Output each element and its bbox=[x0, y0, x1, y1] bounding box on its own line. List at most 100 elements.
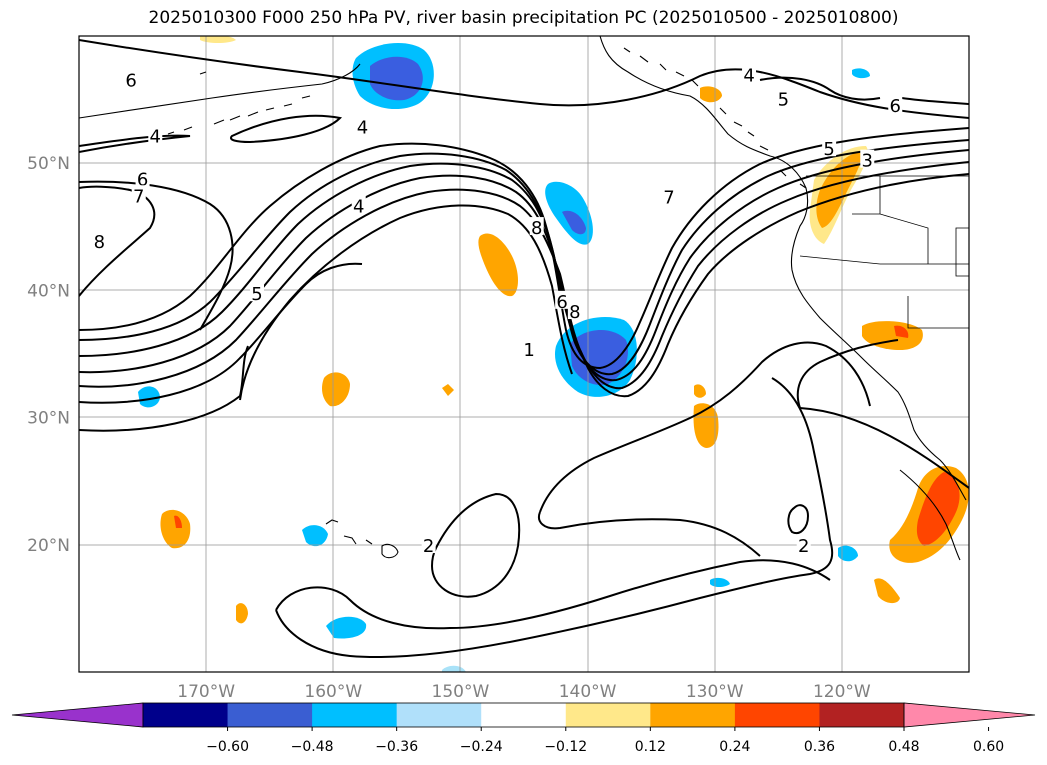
contour-label: 4 bbox=[353, 196, 364, 217]
latitude-labels: 20°N 30°N 40°N 50°N bbox=[27, 154, 70, 556]
contour-label-halo bbox=[421, 535, 436, 554]
contour-label: 3 bbox=[862, 151, 873, 172]
latitude-tick-label: 40°N bbox=[27, 281, 70, 301]
precip-positive-blob bbox=[160, 509, 191, 549]
contour-label: 4 bbox=[357, 118, 368, 139]
contour-label-halo bbox=[567, 301, 582, 320]
contour-label: 6 bbox=[137, 170, 148, 191]
contour-label: 5 bbox=[251, 284, 262, 305]
longitude-tick-label: 160°W bbox=[304, 682, 362, 702]
contour-label-halo bbox=[522, 339, 537, 358]
longitude-tick-label: 120°W bbox=[813, 682, 871, 702]
contour-label: 4 bbox=[150, 126, 161, 147]
precip-negative-blob bbox=[710, 577, 730, 587]
latitude-tick-label: 30°N bbox=[27, 409, 70, 429]
colorbar-segment bbox=[734, 703, 820, 727]
precip-positive-blob bbox=[894, 325, 909, 338]
contour-label: 5 bbox=[823, 139, 834, 160]
longitude-labels: 170°W 160°W 150°W 140°W 130°W 120°W bbox=[177, 682, 871, 702]
colorbar-tick-label: 0.60 bbox=[973, 739, 1004, 755]
precip-positive-blob bbox=[322, 372, 350, 407]
contour-label: 6 bbox=[556, 292, 567, 313]
colorbar-segment bbox=[481, 703, 567, 727]
colorbar-tick-label: −0.12 bbox=[544, 739, 587, 755]
contour-label-halo bbox=[148, 125, 163, 144]
colorbar-tick-label: −0.48 bbox=[291, 739, 334, 755]
precip-positive-blob bbox=[442, 384, 454, 396]
baja-california bbox=[899, 469, 961, 561]
contour-label: 8 bbox=[531, 218, 542, 239]
contour-label-halo bbox=[355, 116, 370, 135]
contour-label-halo bbox=[124, 69, 139, 88]
colorbar-segment bbox=[650, 703, 736, 727]
colorbar-segment bbox=[143, 703, 229, 727]
contour-label-halo bbox=[92, 231, 107, 250]
colorbar-tick-label: 0.36 bbox=[804, 739, 835, 755]
contour-label-halo bbox=[742, 64, 757, 83]
precip-positive-blob bbox=[700, 86, 722, 103]
colorbar-extension-high bbox=[903, 702, 1036, 728]
contour-label: 6 bbox=[125, 71, 136, 92]
colorbar-tick-label: −0.60 bbox=[206, 739, 249, 755]
contour-label-halo bbox=[351, 195, 366, 214]
latitude-tick-label: 20°N bbox=[27, 536, 70, 556]
alaska-coast bbox=[79, 63, 361, 119]
contour-label: 4 bbox=[743, 65, 754, 86]
colorbar-frame bbox=[142, 702, 905, 728]
longitude-tick-label: 140°W bbox=[559, 682, 617, 702]
contour-label-halo bbox=[776, 88, 791, 107]
latitude-tick-label: 50°N bbox=[27, 154, 70, 174]
coastlines bbox=[79, 36, 969, 561]
colorbar-segment bbox=[565, 703, 651, 727]
precip-positive-blob bbox=[916, 472, 960, 546]
aleutian-islands bbox=[167, 71, 311, 135]
pv-contours bbox=[79, 39, 969, 659]
colorbar-tick-label: 0.48 bbox=[888, 739, 919, 755]
precip-negative-blob bbox=[138, 386, 160, 408]
colorbar-tick-label: −0.24 bbox=[460, 739, 503, 755]
state-borders bbox=[799, 176, 969, 329]
precip-negative-blob bbox=[326, 616, 367, 639]
contour-label: 2 bbox=[798, 536, 809, 557]
precip-negative-blob bbox=[838, 545, 858, 562]
colorbar-segment bbox=[819, 703, 905, 727]
precip-positive-blob bbox=[200, 36, 236, 43]
colorbar-tick-label: 0.24 bbox=[719, 739, 750, 755]
map-frame bbox=[78, 35, 970, 673]
hawaiian-islands bbox=[325, 519, 399, 559]
north-america-coast bbox=[599, 36, 967, 501]
longitude-tick-label: 130°W bbox=[686, 682, 744, 702]
contour-label-halo bbox=[250, 283, 264, 302]
contour-label: 8 bbox=[94, 232, 105, 253]
precip-positive-blob bbox=[693, 403, 719, 448]
contour-label-halo bbox=[822, 138, 837, 157]
colorbar-segment bbox=[396, 703, 482, 727]
precip-positive-blob bbox=[236, 603, 248, 624]
contour-label: 6 bbox=[890, 96, 901, 117]
contour-label-halo bbox=[135, 168, 150, 187]
precip-negative-blob bbox=[570, 329, 628, 386]
precip-negative-blob bbox=[442, 665, 466, 672]
longitude-tick-label: 170°W bbox=[177, 682, 235, 702]
contour-label-halo bbox=[555, 290, 570, 309]
colorbar-segment bbox=[227, 703, 313, 727]
precip-positive-blob bbox=[694, 384, 706, 398]
precip-negative-blob bbox=[370, 56, 423, 101]
precip-positive-blob bbox=[174, 515, 182, 528]
contour-label: 1 bbox=[523, 340, 534, 361]
contour-label-halo bbox=[888, 94, 903, 113]
colorbar-extension-low bbox=[11, 702, 144, 728]
contour-label: 2 bbox=[423, 536, 434, 557]
contour-label-halo bbox=[860, 149, 875, 168]
precip-positive-blob bbox=[816, 152, 862, 228]
contour-label-halo bbox=[796, 535, 811, 554]
precip-positive-blob bbox=[874, 578, 900, 604]
colorbar-tick-label: −0.36 bbox=[375, 739, 418, 755]
contour-label-halo bbox=[661, 186, 676, 205]
contour-label: 7 bbox=[133, 186, 144, 207]
colorbar-tick-label: 0.12 bbox=[635, 739, 666, 755]
contour-label-halo bbox=[131, 185, 146, 204]
precip-positive-blob bbox=[478, 233, 518, 297]
